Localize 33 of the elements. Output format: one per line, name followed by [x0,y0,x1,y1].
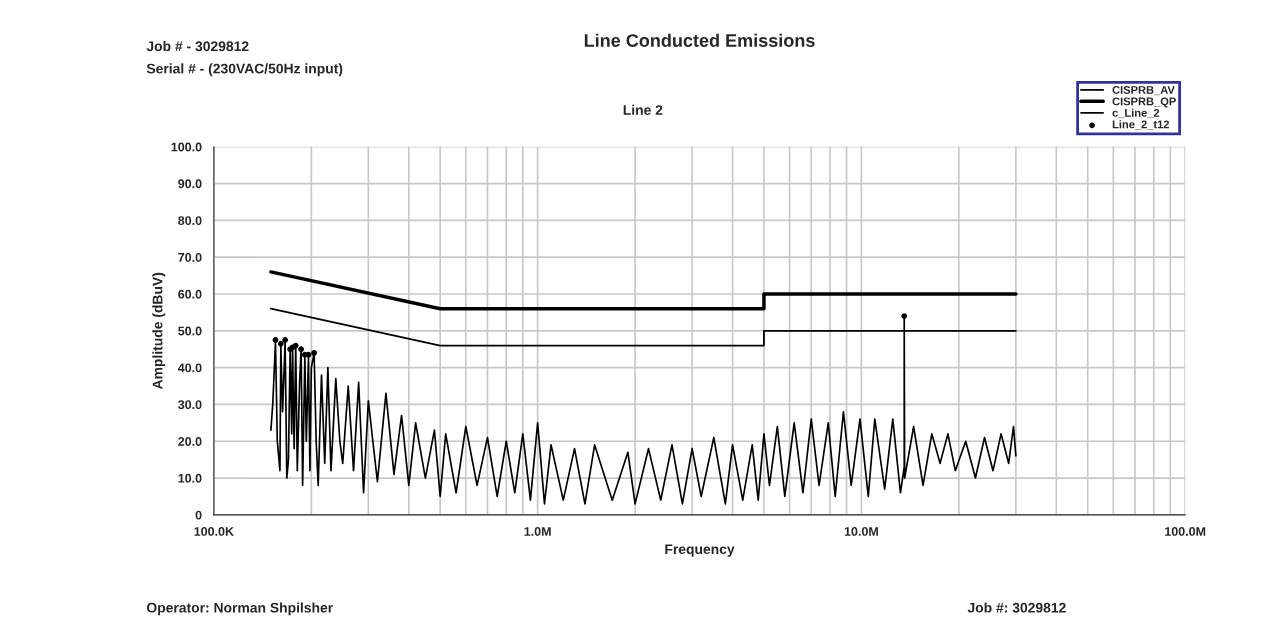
x-tick-label: 100.0M [1165,527,1206,536]
point [305,351,312,358]
x-tick-label: 10.0M [844,527,878,536]
y-tick-label: 0 [195,510,202,520]
text: Job #: 3029812 [967,602,1066,613]
legend-label: Line_2_t12 [1112,120,1170,130]
y-tick-label: 100.0 [171,142,202,152]
y-tick-label: 70.0 [178,252,202,262]
x-tick-label: 100.0K [194,527,234,536]
chart-subtitle: Line 2 [623,104,663,115]
y-tick-label: 90.0 [178,179,202,189]
point [272,337,279,343]
text: Operator: Norman Shpilsher [146,602,333,616]
text: Serial # - (230VAC/50Hz input) [146,63,343,77]
x-tick-label: 1.0M [524,527,551,536]
legend-label: CISPRB_AV [1112,86,1175,96]
y-tick-label: 30.0 [178,400,202,410]
y-tick-label: 40.0 [177,363,202,373]
point [277,340,284,347]
y-tick-label: 20.0 [178,437,202,446]
x-axis-title: Frequency [665,544,735,557]
point [282,337,289,343]
y-tick-label: 10.0 [178,473,202,483]
y-axis-title: Amplitude (dBuV) [152,272,166,390]
point [311,349,318,356]
point [298,346,305,353]
y-tick-label: 60.0 [178,289,202,299]
legend-label: CISPRB_QP [1112,97,1176,108]
chart-title: Line Conducted Emissions [584,33,815,47]
legend-label: c_Line_2 [1112,108,1160,119]
text: Job # - 3029812 [146,40,249,52]
y-tick-label: 80.0 [178,216,202,226]
y-tick-label: 50.0 [178,326,202,336]
